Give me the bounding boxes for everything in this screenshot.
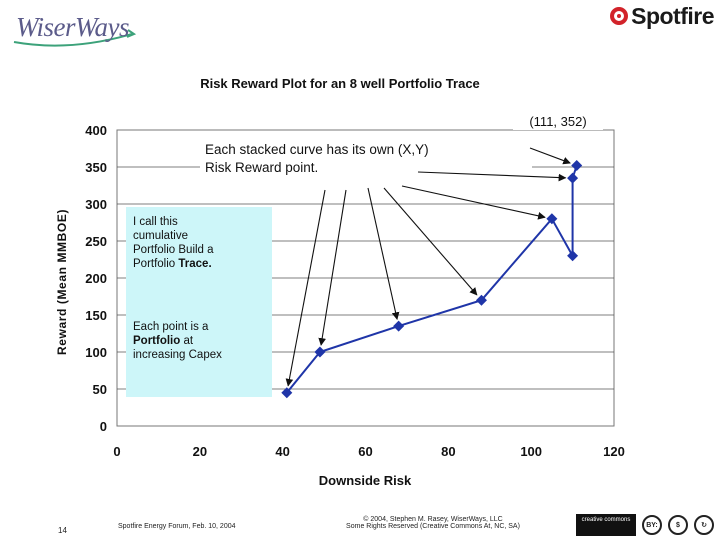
box-text-trace: I call this cumulative Portfolio Build a… [133,216,217,270]
data-point [567,250,579,262]
x-tick-label: 20 [193,444,207,459]
cc-share-alike-icon: ↻ [694,515,714,535]
annotation-box [126,207,272,397]
annotation-arrow [417,171,567,182]
y-tick-label: 250 [85,234,107,249]
box-text-portfolio: Each point is a Portfolio at increasing … [133,321,222,361]
creative-commons-logo: creative commons [576,514,636,536]
wiserways-swoosh-icon [13,29,137,47]
chart-title: Risk Reward Plot for an 8 well Portfolio… [200,76,480,91]
annotation-arrow [318,189,347,346]
wiserways-logo: WiserWays [10,8,140,48]
y-tick-label: 100 [85,345,107,360]
y-tick-label: 350 [85,160,107,175]
data-point [475,294,487,306]
annotation-arrow [529,147,571,165]
data-point [281,387,293,399]
data-point [546,213,558,225]
footer-event: Spotfire Energy Forum, Feb. 10, 2004 [118,523,236,530]
data-point [314,346,326,358]
y-tick-label: 200 [85,271,107,286]
wiserways-logo-text: WiserWays [16,12,130,42]
x-tick-label: 40 [275,444,289,459]
x-tick-label: 0 [113,444,120,459]
y-tick-label: 0 [100,419,107,434]
annotation-arrows [285,147,571,387]
page-number: 14 [58,526,67,535]
point-label: (111, 352) [529,114,586,129]
x-axis-label: Downside Risk [319,473,412,488]
copyright-line-2: Some Rights Reserved (Creative Commons A… [346,523,520,530]
x-tick-label: 120 [603,444,625,459]
cc-noncommercial-icon: $ [668,515,688,535]
headline-text: Each stacked curve has its own (X,Y) Ris… [205,142,432,175]
y-tick-label: 300 [85,197,107,212]
annotation-arrow [383,187,478,296]
spotfire-logo-text: Spotfire [631,2,714,29]
y-tick-label: 50 [93,382,107,397]
y-axis-ticks: 0 50 100 150 200 250 300 350 400 [85,123,107,434]
annotation-arrow [401,185,546,220]
creative-commons-badges: creative commons BY: $ ↻ [576,514,714,536]
headline-bg [200,135,532,183]
annotation-arrow [285,189,326,387]
point-label-bg [513,112,603,130]
footer-copyright: © 2004, Stephen M. Rasey, WiserWays, LLC… [318,516,548,530]
cc-by-icon: BY: [642,515,662,535]
copyright-line-1: © 2004, Stephen M. Rasey, WiserWays, LLC [363,516,503,523]
y-tick-label: 400 [85,123,107,138]
data-point [567,172,579,184]
annotation-arrow [367,187,400,321]
series-trace [281,160,583,399]
x-tick-label: 80 [441,444,455,459]
x-tick-label: 100 [520,444,542,459]
data-point [571,160,583,172]
y-tick-label: 150 [85,308,107,323]
spotfire-logo: Spotfire [610,2,714,29]
spotfire-ring-icon [610,7,629,25]
x-axis-ticks: 0 20 40 60 80 100 120 [113,444,624,459]
data-point [393,320,405,332]
y-axis-label: Reward (Mean MMBOE) [55,209,69,355]
series-line [286,165,578,394]
x-tick-label: 60 [358,444,372,459]
